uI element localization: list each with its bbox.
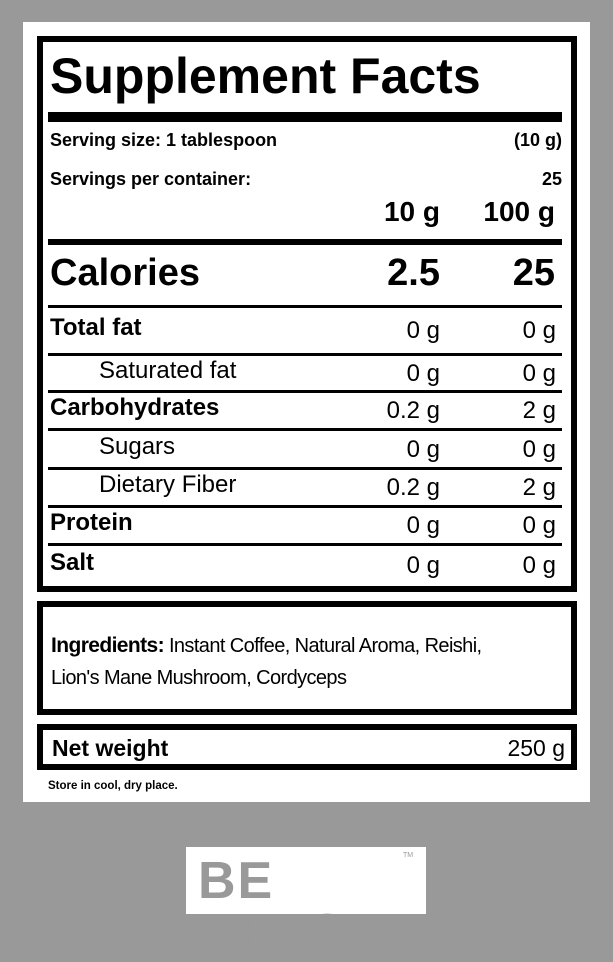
divider [48,239,562,245]
nutrient-per-10g: 0 g [406,551,440,579]
nutrient-per-100g: 0 g [522,359,556,387]
nutrient-per-100g: 0 g [522,551,556,579]
nutrient-per-10g: 0 g [406,435,440,463]
row-divider [48,390,562,393]
row-divider [48,428,562,431]
servings-per-container-label: Servings per container: [50,169,252,189]
row-divider [48,353,562,356]
nutrient-per-10g: 0 g [406,512,440,539]
nutrient-per-100g: 0 g [522,317,556,344]
row-divider [48,467,562,470]
row-divider [48,543,562,546]
nutrient-per-100g: 0 g [522,512,556,539]
ingredients-line-1: Ingredients: Instant Coffee, Natural Aro… [51,635,482,656]
logo-text: BE KETO [198,852,350,962]
net-weight-label: Net weight [52,735,169,761]
nutrient-label: Saturated fat [99,356,237,384]
serving-size-label: Serving size: 1 tablespoon [50,130,278,150]
nutrient-per-10g: 0.2 g [386,397,440,424]
nutrient-label: Total fat [50,314,142,341]
column-header-10g: 10 g [383,196,440,227]
nutrient-per-10g: 0.2 g [386,474,440,501]
trademark: TM [403,852,414,859]
net-weight-box: Net weight 250 g [37,724,577,770]
column-header-100g: 100 g [483,196,555,227]
ingredients-box: Ingredients: Instant Coffee, Natural Aro… [37,601,577,715]
divider [48,305,562,308]
nutrient-per-100g: 0 g [522,435,556,463]
ingredients-text-1: Instant Coffee, Natural Aroma, Reishi, [168,635,482,657]
nutrient-per-10g: 0 g [406,359,440,387]
calories-label: Calories [50,252,200,294]
row-divider [48,505,562,508]
page-title: Supplement Facts [50,48,481,104]
brand-logo: BE KETO TM [186,847,426,959]
storage-note: Store in cool, dry place. [48,780,178,792]
nutrient-label: Salt [50,548,95,576]
net-weight-value: 250 g [507,735,565,761]
calories-per-10g: 2.5 [387,252,440,294]
ingredients-line-2: Lion's Mane Mushroom, Cordyceps [51,667,347,689]
servings-per-container-value: 25 [541,169,562,189]
nutrient-label: Carbohydrates [50,394,220,421]
calories-per-100g: 25 [512,252,555,294]
thick-divider [48,112,562,122]
supplement-facts-box [37,36,577,592]
nutrient-label: Sugars [99,432,176,460]
nutrient-per-100g: 2 g [522,474,556,501]
ingredients-label: Ingredients: [51,634,165,657]
serving-size-grams: (10 g) [513,130,562,150]
nutrient-label: Dietary Fiber [99,471,237,498]
nutrient-label: Protein [50,509,133,536]
nutrient-per-10g: 0 g [406,317,440,344]
nutrient-per-100g: 2 g [522,397,556,424]
